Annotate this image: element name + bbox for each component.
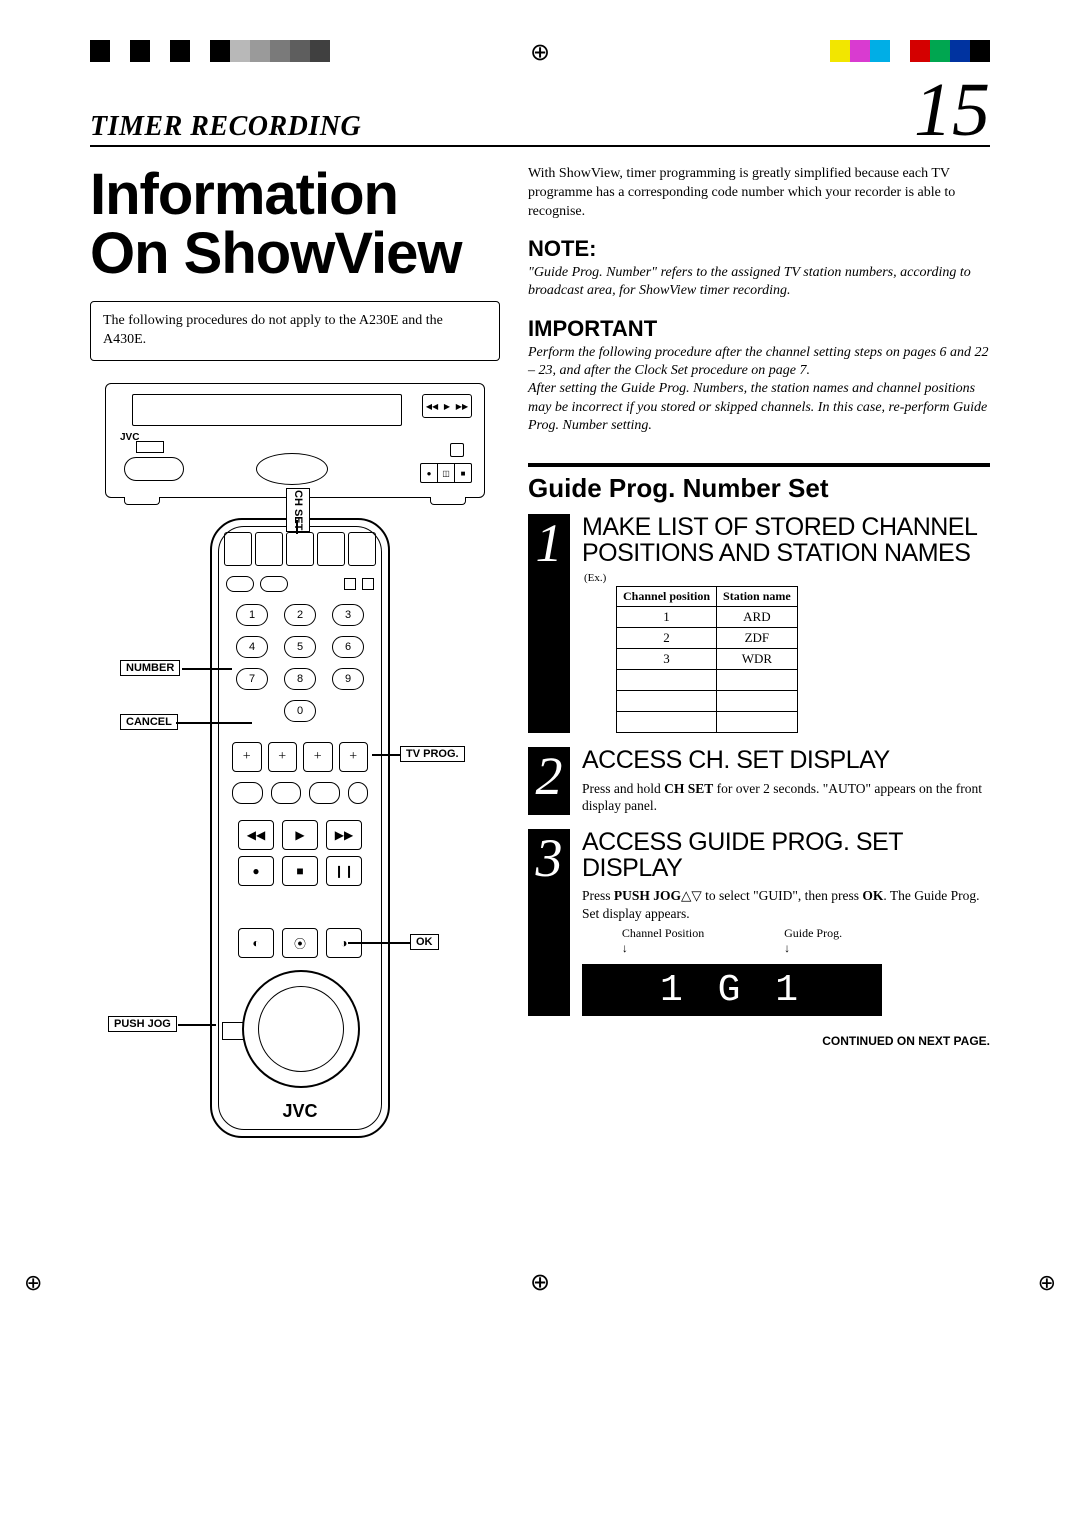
numkey-5: 5 — [284, 636, 316, 658]
step-3: 3 ACCESS GUIDE PROG. SET DISPLAY Press P… — [528, 829, 990, 1017]
page-content: TIMER RECORDING 15 Information On ShowVi… — [0, 80, 1080, 1218]
table-row: 1ARD — [617, 607, 798, 628]
right-column: With ShowView, timer programming is grea… — [528, 165, 990, 1158]
step-3-title: ACCESS GUIDE PROG. SET DISPLAY — [582, 829, 990, 882]
main-title-line1: Information — [90, 162, 398, 227]
important-line2: After setting the Guide Prog. Numbers, t… — [528, 381, 987, 432]
disclaimer-box: The following procedures do not apply to… — [90, 301, 500, 361]
main-title: Information On ShowView — [90, 165, 500, 283]
crop-mark-br: ⊕ — [1038, 1270, 1056, 1296]
numkey-2: 2 — [284, 604, 316, 626]
display-labels: Channel Position↓ Guide Prog.↓ — [582, 926, 882, 956]
registration-marks-top: ⊕ — [0, 0, 1080, 80]
numkey-7: 7 — [236, 668, 268, 690]
step-1-number: 1 — [528, 514, 570, 734]
table-row — [617, 670, 798, 691]
arrow-down-icon: ↓ — [622, 941, 628, 955]
intro-text: With ShowView, timer programming is grea… — [528, 165, 990, 222]
remote-illustration: 1234567890 ++++ ◀◀▶▶▶ ●■❙❙ ◐⦿◑ JVC CH SE… — [90, 518, 500, 1158]
numkey-6: 6 — [332, 636, 364, 658]
callout-tv-prog: TV PROG. — [400, 746, 465, 762]
important-line1: Perform the following procedure after th… — [528, 345, 989, 378]
left-column: Information On ShowView The following pr… — [90, 165, 500, 1158]
step-3-text: Press PUSH JOG△▽ to select "GUID", then … — [582, 887, 990, 922]
channel-table: Channel positionStation name 1ARD2ZDF3WD… — [616, 586, 798, 733]
page-number: 15 — [914, 80, 990, 141]
numkey-8: 8 — [284, 668, 316, 690]
callout-cancel: CANCEL — [120, 714, 178, 730]
numkey-9: 9 — [332, 668, 364, 690]
th-channel-position: Channel position — [617, 587, 717, 607]
note-body: "Guide Prog. Number" refers to the assig… — [528, 264, 990, 300]
section-title: TIMER RECORDING — [90, 111, 361, 143]
crop-mark-top: ⊕ — [530, 38, 550, 67]
callout-ok: OK — [410, 934, 439, 950]
step-3-number: 3 — [528, 829, 570, 1017]
page-header: TIMER RECORDING 15 — [90, 80, 990, 147]
step-1-title: MAKE LIST OF STORED CHANNEL POSITIONS AN… — [582, 514, 990, 567]
important-body: Perform the following procedure after th… — [528, 344, 990, 435]
step-2-number: 2 — [528, 747, 570, 814]
numkey-4: 4 — [236, 636, 268, 658]
vcr-illustration: ◀◀▶▶▶ JVC ●◫■ — [90, 383, 500, 498]
th-station-name: Station name — [717, 587, 798, 607]
numkey-1: 1 — [236, 604, 268, 626]
crop-mark-bc: ⊕ — [530, 1268, 550, 1297]
note-heading: NOTE: — [528, 236, 990, 262]
registration-marks-bottom: ⊕ ⊕ ⊕ — [0, 1258, 1080, 1318]
callout-push-jog: PUSH JOG — [108, 1016, 177, 1032]
important-heading: IMPORTANT — [528, 316, 990, 342]
table-row — [617, 712, 798, 733]
step-2-text: Press and hold CH SET for over 2 seconds… — [582, 780, 990, 815]
label-guide-prog: Guide Prog. — [784, 926, 842, 940]
arrow-down-icon: ↓ — [784, 941, 790, 955]
table-row: 2ZDF — [617, 628, 798, 649]
step-2: 2 ACCESS CH. SET DISPLAY Press and hold … — [528, 747, 990, 814]
label-channel-position: Channel Position — [622, 926, 704, 940]
numkey-3: 3 — [332, 604, 364, 626]
lcd-display: 1 G 1 — [582, 964, 882, 1016]
numkey-0: 0 — [284, 700, 316, 722]
step-2-title: ACCESS CH. SET DISPLAY — [582, 747, 990, 773]
table-row — [617, 691, 798, 712]
callout-number: NUMBER — [120, 660, 180, 676]
example-label: (Ex.) — [584, 572, 990, 584]
callout-ch-set: CH SET — [286, 488, 310, 532]
table-row: 3WDR — [617, 649, 798, 670]
main-title-line2: On ShowView — [90, 221, 461, 286]
step-1: 1 MAKE LIST OF STORED CHANNEL POSITIONS … — [528, 514, 990, 734]
continued-label: CONTINUED ON NEXT PAGE. — [528, 1034, 990, 1048]
remote-logo: JVC — [212, 1101, 388, 1122]
guide-prog-heading: Guide Prog. Number Set — [528, 463, 990, 504]
crop-mark-bl: ⊕ — [24, 1270, 42, 1296]
